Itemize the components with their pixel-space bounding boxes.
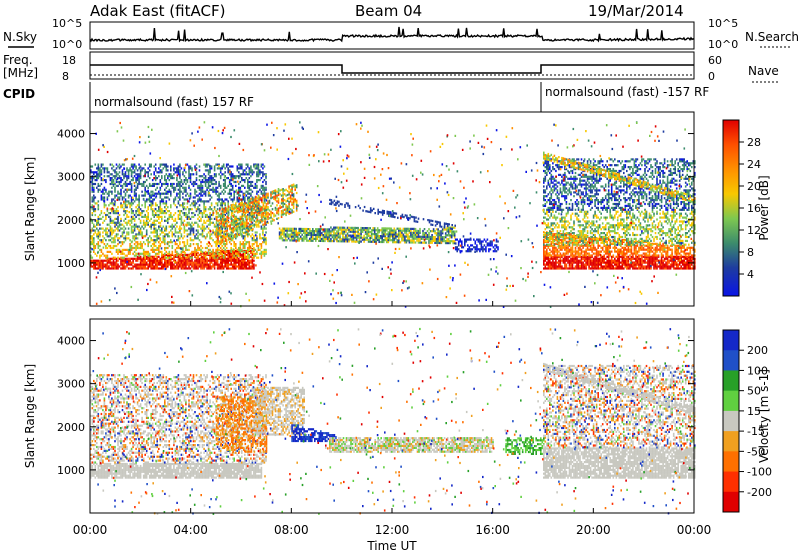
nave-label: Nave [748, 64, 779, 78]
range-tick-label: 1000 [57, 464, 85, 477]
velocity-colorbar-segment [723, 350, 739, 371]
time-tick-label: 12:00 [375, 523, 410, 537]
power-colorbar-tick: 16 [747, 202, 761, 215]
noise-top-tick-right: 10^5 [708, 17, 738, 30]
velocity-colorbar-tick: -50 [747, 445, 765, 458]
time-axis-label: Time UT [366, 539, 417, 553]
noise-bottom-tick: 10^0 [52, 38, 82, 51]
nave-bottom-tick: 0 [708, 70, 715, 83]
range-tick-label: 3000 [57, 171, 85, 184]
range-tick-label: 1000 [57, 257, 85, 270]
noise-panel [89, 21, 695, 50]
velocity-colorbar-segment [723, 370, 739, 392]
velocity-colorbar-tick: -200 [747, 486, 772, 499]
velocity-colorbar-tick: -15 [747, 425, 765, 438]
velocity-colorbar-tick: 200 [747, 344, 768, 357]
cpid-left: normalsound (fast) 157 RF [94, 95, 254, 109]
velocity-colorbar-segment [723, 330, 739, 351]
noise-top-tick: 10^5 [52, 17, 82, 30]
freq-unit-label: [MHz] [3, 66, 38, 80]
velocity-colorbar-label: Velocity [m s-1] [757, 369, 771, 463]
velocity-colorbar-ticks: 200 100 50 15 -15 -50 -100 -200 [739, 344, 772, 499]
time-tick-label: 04:00 [173, 523, 208, 537]
velocity-colorbar-segment [723, 410, 739, 432]
power-colorbar-tick: 28 [747, 136, 761, 149]
velocity-data [90, 327, 696, 515]
freq-top-tick: 18 [62, 54, 76, 67]
power-data [90, 121, 696, 308]
beam-title: Beam 04 [355, 2, 422, 20]
range-tick-label: 3000 [57, 378, 85, 391]
velocity-ylabel: Slant Range [km] [23, 364, 37, 468]
velocity-colorbar-segment [723, 390, 739, 412]
nsky-label: N.Sky [3, 30, 37, 44]
velocity-colorbar-tick: 50 [747, 385, 761, 398]
freq-trace [90, 64, 694, 74]
freq-bottom-tick: 8 [62, 70, 69, 83]
power-colorbar-label: Power [dB] [757, 175, 771, 240]
time-tick-label: 20:00 [576, 523, 611, 537]
noise-trace [89, 26, 695, 43]
time-tick-label: 16:00 [475, 523, 510, 537]
velocity-colorbar [722, 329, 740, 513]
power-colorbar-tick: 8 [747, 246, 754, 259]
time-tick-label: 08:00 [274, 523, 309, 537]
velocity-colorbar-segment [723, 491, 739, 513]
power-colorbar-tick: 4 [747, 268, 754, 281]
velocity-colorbar-tick: -100 [747, 466, 772, 479]
nsearch-label: N.Search [745, 30, 799, 44]
time-axis-ticks: 00:00 04:00 08:00 12:00 16:00 20:00 00:00 [73, 301, 712, 537]
velocity-colorbar-tick: 15 [747, 405, 761, 418]
velocity-colorbar-segment [723, 451, 739, 473]
cpid-right: normalsound (fast) -157 RF [545, 85, 709, 99]
site-title: Adak East (fitACF) [90, 2, 225, 20]
velocity-yticks: 4000 3000 2000 1000 [57, 335, 694, 477]
power-yticks: 4000 3000 2000 1000 [57, 128, 694, 270]
cpid-label: CPID [3, 87, 35, 101]
freq-label: Freq. [3, 53, 33, 67]
velocity-colorbar-tick: 100 [747, 364, 768, 377]
power-colorbar-ticks: 28 24 20 16 12 8 4 [739, 136, 761, 281]
velocity-colorbar-segment [723, 471, 739, 493]
nave-top-tick: 60 [708, 54, 722, 67]
range-tick-label: 2000 [57, 214, 85, 227]
noise-bottom-tick-right: 10^0 [708, 38, 738, 51]
range-tick-label: 4000 [57, 128, 85, 141]
range-tick-label: 4000 [57, 335, 85, 348]
power-colorbar-tick: 20 [747, 180, 761, 193]
time-tick-label: 00:00 [73, 523, 108, 537]
range-tick-label: 2000 [57, 421, 85, 434]
time-tick-label: 00:00 [677, 523, 712, 537]
power-colorbar [722, 119, 740, 297]
velocity-colorbar-segment [723, 431, 739, 452]
power-ylabel: Slant Range [km] [23, 157, 37, 261]
date-title: 19/Mar/2014 [588, 2, 684, 20]
power-colorbar-tick: 12 [747, 224, 761, 237]
power-colorbar-tick: 24 [747, 158, 761, 171]
